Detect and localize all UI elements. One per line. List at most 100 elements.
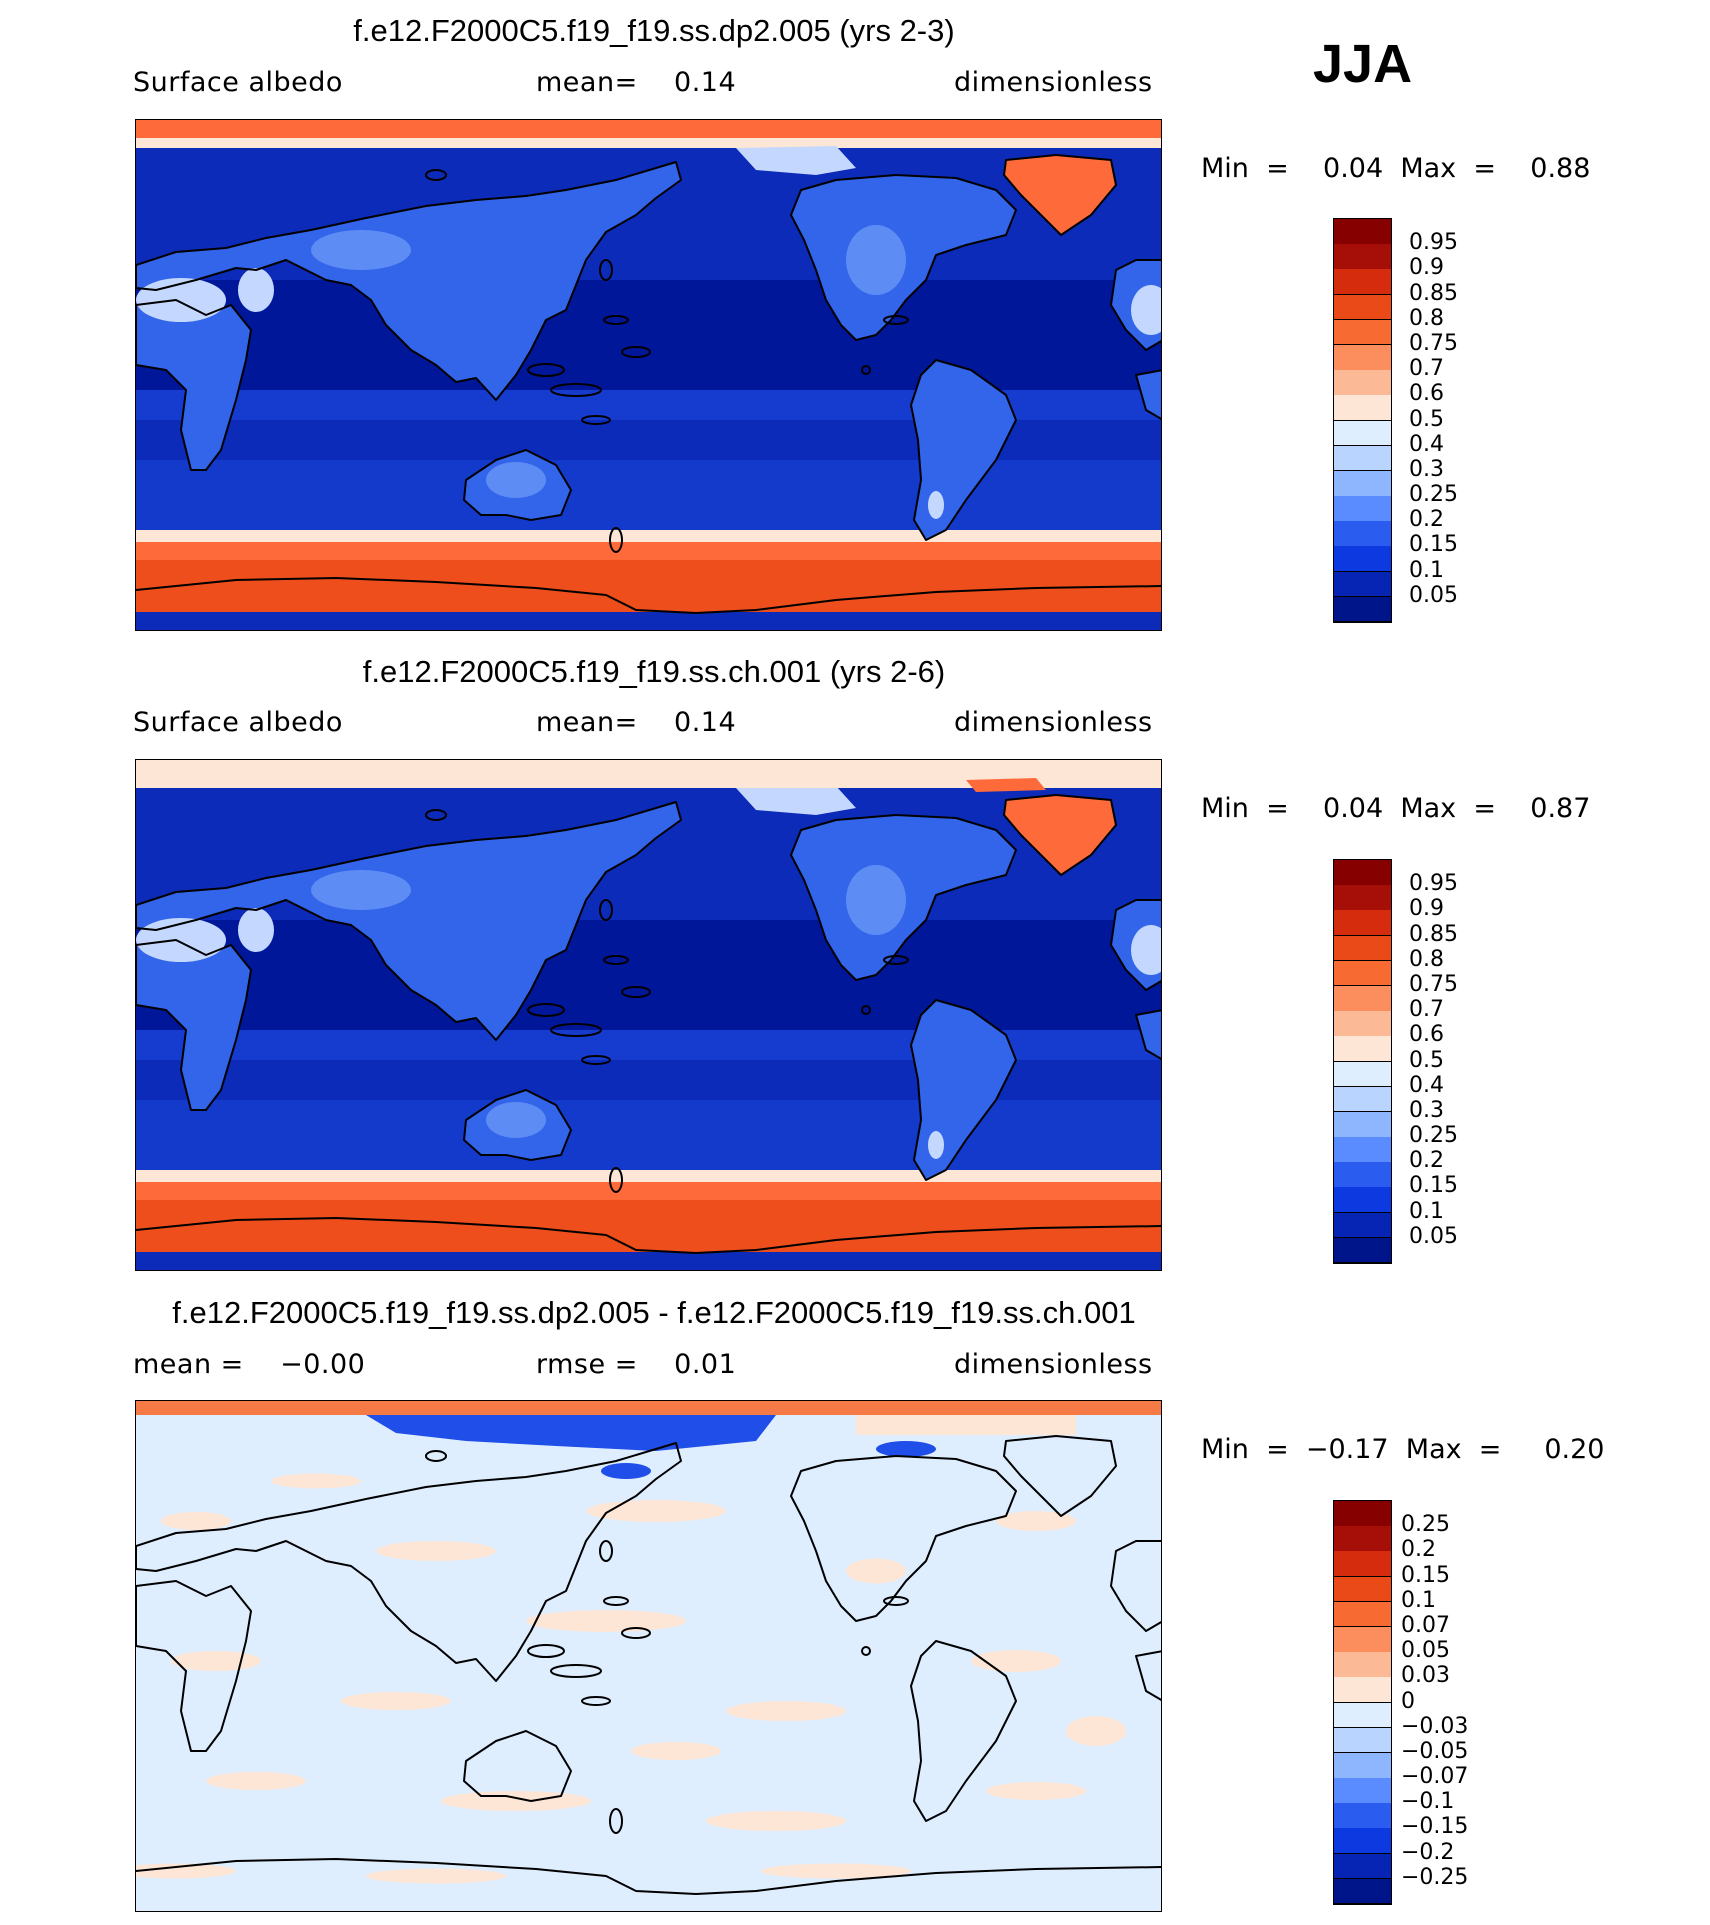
panel-1-variable-label: Surface albedo bbox=[133, 67, 343, 98]
panel-2-colorbar-tick-label: 0.2 bbox=[1409, 1148, 1444, 1174]
land-eurasia bbox=[136, 802, 681, 1040]
panel-2-colorbar-tick-label: 0.7 bbox=[1409, 997, 1444, 1023]
panel-3-colorbar-swatch bbox=[1334, 1501, 1391, 1527]
panel-3-colorbar-tick-label: −0.25 bbox=[1401, 1864, 1469, 1890]
coastline-europe bbox=[1110, 259, 1161, 351]
coastline-island bbox=[861, 365, 871, 375]
panel-1-min-value: 0.04 bbox=[1323, 153, 1384, 184]
patagonia-snow bbox=[928, 491, 944, 519]
panel-3-colorbar-swatch bbox=[1334, 1652, 1391, 1678]
patagonia-snow bbox=[928, 1131, 944, 1159]
coastline-island bbox=[861, 1005, 871, 1015]
coastline-antarctica bbox=[136, 1858, 1161, 1895]
panel-3-colorbar-swatch bbox=[1334, 1551, 1391, 1578]
panel-1-colorbar-swatch bbox=[1334, 294, 1391, 321]
panel-1-colorbar-tick-label: 0.7 bbox=[1409, 356, 1444, 382]
panel-2-colorbar-swatch bbox=[1334, 1162, 1391, 1188]
southern-ocean-band bbox=[136, 460, 1161, 540]
central-asia-land bbox=[311, 870, 411, 910]
panel-1-title: f.e12.F2000C5.f19_f19.ss.dp2.005 (yrs 2-… bbox=[353, 13, 955, 48]
panel-3-colorbar-tick-label: −0.07 bbox=[1401, 1764, 1469, 1790]
panel-2-colorbar-swatch bbox=[1334, 885, 1391, 911]
panel-2-colorbar-swatch bbox=[1334, 1237, 1391, 1264]
panel-3-colorbar-swatch bbox=[1334, 1853, 1391, 1880]
panel-1-colorbar bbox=[1333, 218, 1392, 623]
coastline-island bbox=[603, 955, 629, 965]
positive-anomaly bbox=[761, 1863, 911, 1879]
panel-2-colorbar-swatch bbox=[1334, 1036, 1391, 1062]
panel-1-colorbar-tick-label: 0.3 bbox=[1409, 456, 1444, 482]
coastline-island bbox=[599, 899, 613, 921]
panel-2-colorbar-tick-label: 0.8 bbox=[1409, 946, 1444, 972]
panel-3-colorbar-tick-label: 0.1 bbox=[1401, 1587, 1436, 1613]
coastline-island bbox=[883, 1596, 909, 1606]
panel-1-colorbar-tick-label: 0.6 bbox=[1409, 381, 1444, 407]
panel-1-max-label: Max = bbox=[1400, 153, 1496, 184]
panel-1-colorbar-swatch bbox=[1334, 420, 1391, 447]
panel-1-colorbar-swatch bbox=[1334, 219, 1391, 245]
coastline-island bbox=[581, 1696, 611, 1706]
panel-2-variable-label: Surface albedo bbox=[133, 707, 343, 738]
positive-anomaly bbox=[161, 1512, 231, 1530]
panel-1-colorbar-tick-label: 0.5 bbox=[1409, 406, 1444, 432]
panel-3-colorbar-tick-label: 0.07 bbox=[1401, 1612, 1450, 1638]
panel-1-units-label: dimensionless bbox=[954, 67, 1153, 98]
panel-3-colorbar-swatch bbox=[1334, 1778, 1391, 1804]
panel-1-colorbar-swatch bbox=[1334, 445, 1391, 472]
coastline-greenland bbox=[1003, 1435, 1117, 1517]
positive-anomaly bbox=[366, 1868, 506, 1884]
panel-3-colorbar bbox=[1333, 1500, 1392, 1905]
panel-2-colorbar-swatch bbox=[1334, 910, 1391, 937]
coastline-island bbox=[603, 1596, 629, 1606]
panel-3-colorbar-swatch bbox=[1334, 1576, 1391, 1603]
panel-1-colorbar-tick-label: 0.4 bbox=[1409, 431, 1444, 457]
australia-interior bbox=[486, 462, 546, 498]
sea-ice-edge bbox=[136, 530, 1161, 542]
panel-3-colorbar-tick-label: −0.05 bbox=[1401, 1738, 1469, 1764]
tropical-ocean-band bbox=[136, 280, 1161, 390]
panel-3-colorbar-tick-label: 0 bbox=[1401, 1688, 1415, 1714]
coastline-eurasia bbox=[136, 161, 682, 401]
negative-anomaly bbox=[876, 1441, 936, 1457]
panel-2-colorbar-swatch bbox=[1334, 1011, 1391, 1037]
coastline-africa bbox=[136, 299, 252, 471]
coastline-australia bbox=[463, 1730, 572, 1802]
panel-2-colorbar bbox=[1333, 859, 1392, 1264]
panel-1-mean-label: mean= 0.14 bbox=[536, 67, 737, 98]
panel-3-colorbar-swatch bbox=[1334, 1803, 1391, 1829]
panel-1-colorbar-swatch bbox=[1334, 344, 1391, 371]
panel-3-colorbar-swatch bbox=[1334, 1752, 1391, 1779]
coastline-greenland bbox=[1003, 154, 1117, 236]
positive-anomaly bbox=[271, 1473, 361, 1489]
panel-2-colorbar-swatch bbox=[1334, 1061, 1391, 1088]
coastline-island bbox=[550, 1664, 602, 1678]
panel-3-colorbar-tick-label: 0.05 bbox=[1401, 1638, 1450, 1664]
land-safrica_east bbox=[1136, 370, 1161, 419]
panel-3-colorbar-tick-label: −0.1 bbox=[1401, 1789, 1455, 1815]
coastline-island bbox=[425, 809, 447, 821]
panel-1-colorbar-tick-label: 0.15 bbox=[1409, 532, 1458, 558]
panel-2-colorbar-swatch bbox=[1334, 960, 1391, 987]
greenland-ice bbox=[1004, 795, 1116, 875]
panel-3-colorbar-tick-label: −0.15 bbox=[1401, 1814, 1469, 1840]
panel-1-colorbar-tick-label: 0.85 bbox=[1409, 280, 1458, 306]
positive-anomaly bbox=[341, 1692, 451, 1710]
arctic-negative-anomaly bbox=[366, 1415, 776, 1451]
panel-1-min-label: Min = bbox=[1201, 153, 1289, 184]
central-asia-land bbox=[311, 230, 411, 270]
panel-1-colorbar-swatch bbox=[1334, 319, 1391, 346]
sea-ice bbox=[136, 542, 1161, 560]
coastline-safrica_east bbox=[1135, 1650, 1161, 1701]
panel-2-colorbar-tick-label: 0.75 bbox=[1409, 971, 1458, 997]
panel-1-colorbar-swatch bbox=[1334, 269, 1391, 296]
panel-3-colorbar-tick-label: 0.15 bbox=[1401, 1562, 1450, 1588]
positive-anomaly bbox=[586, 1500, 726, 1522]
coastline-namerica bbox=[790, 1455, 1017, 1622]
panel-3-colorbar-swatch bbox=[1334, 1702, 1391, 1729]
coastlines bbox=[136, 154, 1161, 614]
sea-ice-edge bbox=[136, 1170, 1161, 1182]
arctic-snow bbox=[736, 786, 856, 815]
panel-1-colorbar-tick-label: 0.25 bbox=[1409, 482, 1458, 508]
australia-interior bbox=[486, 1102, 546, 1138]
negative-anomaly bbox=[601, 1463, 651, 1479]
